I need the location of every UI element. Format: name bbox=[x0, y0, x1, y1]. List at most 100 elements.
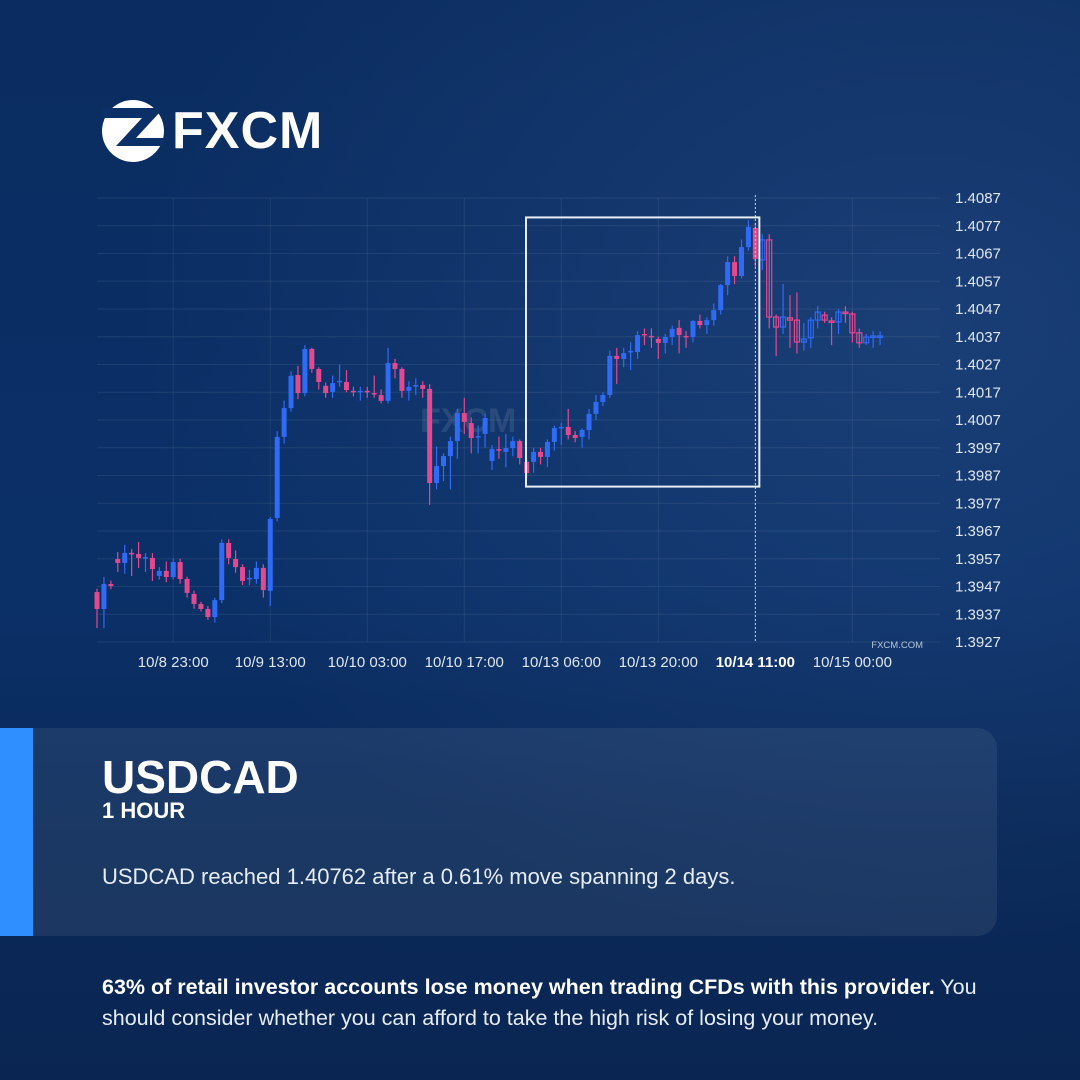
candle-body bbox=[288, 375, 294, 409]
candle-body bbox=[614, 355, 620, 359]
candle-body bbox=[662, 337, 668, 343]
x-tick-label: 10/13 20:00 bbox=[619, 654, 698, 671]
candle bbox=[821, 311, 828, 323]
candle-body bbox=[246, 577, 252, 580]
y-tick-label: 1.4037 bbox=[955, 329, 1001, 346]
candle-body bbox=[233, 559, 239, 568]
candle bbox=[876, 331, 884, 346]
candle-body bbox=[323, 385, 329, 394]
candle-body bbox=[531, 451, 537, 462]
candle-body bbox=[122, 552, 128, 563]
x-tick-label: 10/8 23:00 bbox=[138, 654, 209, 671]
candle-body bbox=[420, 385, 426, 389]
candle bbox=[149, 553, 155, 581]
candle bbox=[122, 544, 128, 574]
candle-body bbox=[149, 557, 155, 570]
y-tick-label: 1.3987 bbox=[955, 468, 1001, 485]
candle-body bbox=[385, 363, 391, 401]
candle bbox=[669, 325, 675, 346]
x-tick-label: 10/15 00:00 bbox=[813, 654, 892, 671]
candle bbox=[427, 383, 433, 505]
candle-body bbox=[828, 320, 835, 324]
candle bbox=[600, 392, 606, 407]
candle-body bbox=[793, 319, 801, 343]
candle bbox=[163, 561, 169, 583]
candle-body bbox=[475, 436, 481, 438]
candle bbox=[461, 397, 467, 434]
candle-body bbox=[579, 429, 585, 437]
candle-body bbox=[240, 567, 246, 581]
fxcm-logo: FXCM bbox=[102, 98, 323, 164]
x-tick-label: 10/10 17:00 bbox=[425, 654, 504, 671]
candle-body bbox=[461, 413, 467, 422]
candle bbox=[302, 345, 308, 397]
candle-body bbox=[655, 338, 661, 343]
candle bbox=[676, 320, 682, 354]
candle-body bbox=[517, 441, 523, 459]
candle-body bbox=[267, 519, 273, 591]
candle-body bbox=[302, 348, 308, 394]
candle-body bbox=[690, 320, 696, 338]
candle-body bbox=[129, 552, 135, 555]
candle-body bbox=[316, 368, 322, 382]
candle bbox=[468, 417, 474, 454]
candle-body bbox=[863, 336, 870, 344]
candle-body bbox=[143, 557, 149, 559]
accent-stripe bbox=[0, 728, 33, 936]
summary-text: USDCAD reached 1.40762 after a 0.61% mov… bbox=[102, 864, 736, 889]
candle bbox=[281, 400, 287, 444]
candle bbox=[94, 588, 100, 629]
candle-body bbox=[745, 226, 751, 248]
candle bbox=[129, 549, 135, 576]
candle-body bbox=[260, 567, 266, 591]
y-tick-label: 1.4077 bbox=[955, 218, 1001, 235]
candle bbox=[184, 576, 190, 598]
candle bbox=[725, 256, 731, 296]
candle-body bbox=[253, 567, 259, 580]
timeframe-label: 1 HOUR bbox=[102, 798, 186, 823]
candle-body bbox=[648, 335, 654, 338]
candle-body bbox=[191, 593, 197, 604]
candle bbox=[572, 431, 578, 443]
x-tick-label: 10/13 06:00 bbox=[522, 654, 601, 671]
candle-body bbox=[779, 316, 787, 328]
candle bbox=[413, 378, 419, 396]
candle bbox=[156, 567, 162, 580]
y-tick-label: 1.4067 bbox=[955, 246, 1001, 263]
candle-body bbox=[586, 413, 592, 430]
candle-body bbox=[835, 311, 842, 323]
candle bbox=[191, 590, 197, 609]
candle bbox=[593, 395, 599, 420]
candle bbox=[274, 431, 280, 522]
candle-body bbox=[392, 363, 398, 369]
candle-body bbox=[115, 559, 121, 563]
candle-body bbox=[378, 395, 384, 401]
y-tick-label: 1.3977 bbox=[955, 495, 1001, 512]
highlight-box bbox=[525, 216, 761, 488]
candle bbox=[842, 306, 849, 323]
candle bbox=[240, 564, 246, 586]
candle-body bbox=[697, 320, 703, 326]
candle-body bbox=[406, 386, 412, 391]
candle-body bbox=[725, 262, 731, 286]
candle-body bbox=[821, 314, 828, 321]
candle-body bbox=[371, 393, 377, 395]
candle bbox=[233, 550, 239, 573]
candle bbox=[607, 350, 613, 398]
candle-body bbox=[544, 441, 550, 457]
candle-body bbox=[593, 401, 599, 414]
candle-body bbox=[434, 466, 440, 483]
candle bbox=[503, 433, 509, 468]
candle bbox=[212, 597, 218, 623]
candle bbox=[517, 439, 523, 465]
y-tick-label: 1.4087 bbox=[955, 190, 1001, 207]
candle bbox=[226, 539, 232, 565]
candle-body bbox=[876, 335, 884, 339]
candle-body bbox=[870, 335, 877, 339]
candle bbox=[621, 347, 627, 368]
candle-body bbox=[704, 320, 710, 326]
candle bbox=[108, 580, 114, 590]
candle-body bbox=[510, 441, 516, 449]
candle bbox=[475, 425, 481, 454]
candle-body bbox=[641, 333, 647, 336]
